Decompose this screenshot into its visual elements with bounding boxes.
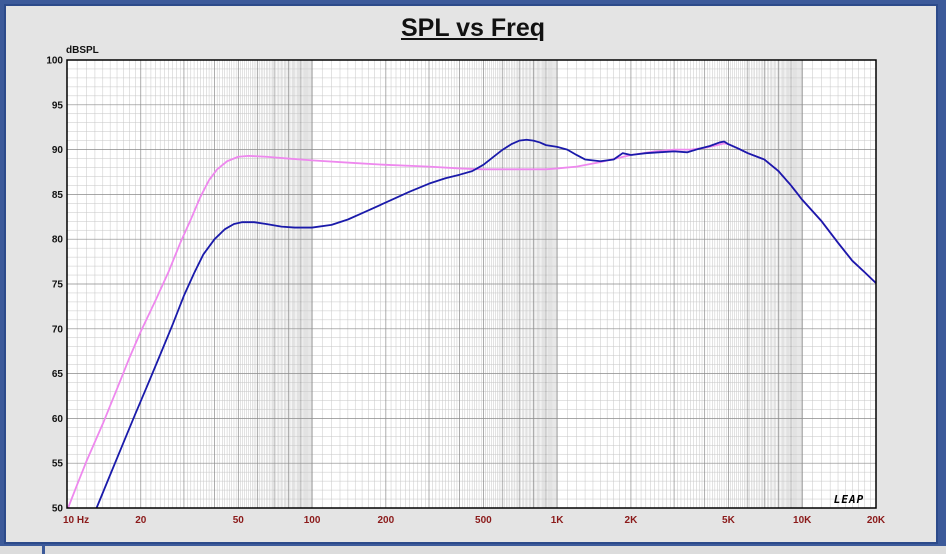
y-axis-label: dBSPL	[66, 45, 99, 56]
y-tick-label: 95	[52, 100, 64, 111]
y-tick-label: 60	[52, 414, 64, 425]
strip-marker	[42, 546, 45, 554]
y-tick-label: 55	[52, 459, 64, 470]
x-tick-label: 20	[135, 515, 147, 526]
x-tick-label: 10K	[793, 515, 812, 526]
y-tick-label: 50	[52, 504, 64, 515]
y-tick-label: 70	[52, 324, 64, 335]
x-tick-label: 1K	[551, 515, 565, 526]
y-tick-labels: 100 95 90 85 80 75 70 65 60 55 50	[46, 56, 63, 515]
x-tick-label: 100	[304, 515, 321, 526]
x-tick-label: 20K	[867, 515, 886, 526]
y-tick-label: 90	[52, 145, 64, 156]
leap-watermark: LEAP	[834, 493, 865, 506]
series-line-2	[95, 138, 877, 509]
bottom-status-strip	[0, 546, 946, 554]
plot-border	[66, 59, 877, 509]
y-tick-label: 80	[52, 235, 64, 246]
chart-title: SPL vs Freq	[400, 14, 546, 42]
x-tick-label: 5K	[722, 515, 736, 526]
series-layer	[67, 138, 877, 509]
x-tick-labels: 10 Hz 20 50 100 200 500 1K 2K 5K 10K 20K	[63, 515, 886, 526]
x-tick-label: 200	[378, 515, 395, 526]
y-tick-label: 65	[52, 369, 64, 380]
y-tick-label: 75	[52, 280, 64, 291]
y-tick-label: 100	[46, 56, 63, 67]
x-tick-label: 500	[475, 515, 492, 526]
x-tick-label: 2K	[625, 515, 639, 526]
x-tick-label: 10 Hz	[63, 515, 89, 526]
y-tick-label: 85	[52, 190, 64, 201]
x-tick-label: 50	[233, 515, 245, 526]
